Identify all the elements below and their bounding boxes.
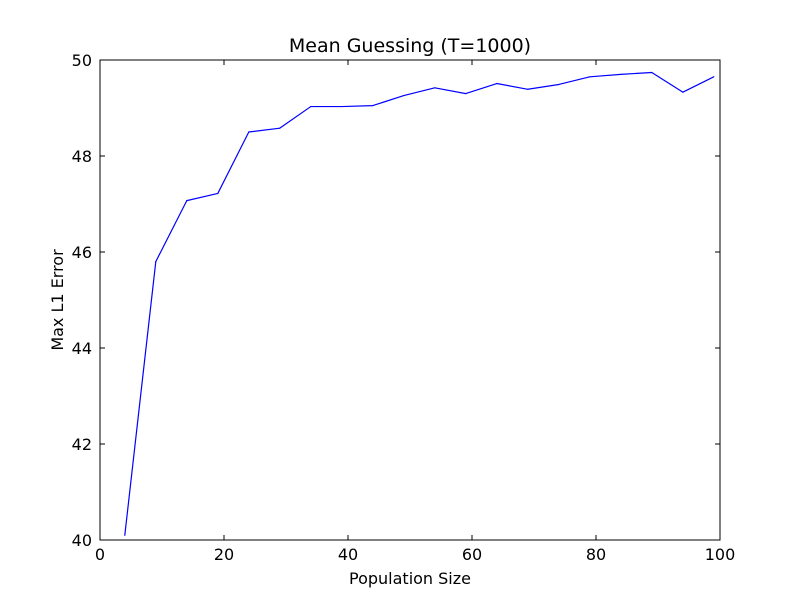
y-tick-label: 48 <box>72 147 92 166</box>
x-axis-label: Population Size <box>349 569 471 588</box>
series-layer <box>124 71 715 536</box>
chart-title: Mean Guessing (T=1000) <box>289 35 531 57</box>
y-tick-label: 42 <box>72 435 92 454</box>
data-point <box>620 73 622 75</box>
y-tick-label: 40 <box>72 531 92 550</box>
data-point <box>248 131 250 133</box>
axes-frame <box>99 59 721 541</box>
data-point <box>217 192 219 195</box>
axis-ticks: 0 20 40 60 80 100 40 42 44 46 48 50 <box>72 51 736 564</box>
data-point <box>465 93 467 95</box>
x-tick-label: 40 <box>338 545 358 564</box>
data-point <box>186 200 188 202</box>
data-point <box>124 534 126 536</box>
data-point <box>434 87 436 89</box>
y-axis-label: Max L1 Error <box>48 249 67 351</box>
data-point <box>341 105 343 108</box>
x-tick-label: 0 <box>95 545 105 564</box>
data-point <box>310 105 312 108</box>
x-tick-label: 20 <box>214 545 234 564</box>
y-tick-label: 50 <box>72 51 92 70</box>
data-point <box>682 91 684 93</box>
data-point <box>527 88 529 90</box>
data-point <box>155 261 157 263</box>
data-point <box>403 94 405 97</box>
y-tick-label: 44 <box>72 339 92 358</box>
data-point <box>372 105 374 107</box>
series-line <box>124 71 715 536</box>
x-tick-label: 100 <box>705 545 736 564</box>
data-point <box>279 127 281 129</box>
x-tick-label: 60 <box>462 545 482 564</box>
data-point <box>713 76 715 78</box>
data-point <box>651 71 653 74</box>
data-point <box>558 83 560 86</box>
data-point <box>496 82 498 85</box>
y-tick-label: 46 <box>72 243 92 262</box>
data-point <box>589 76 591 78</box>
x-tick-label: 80 <box>586 545 606 564</box>
